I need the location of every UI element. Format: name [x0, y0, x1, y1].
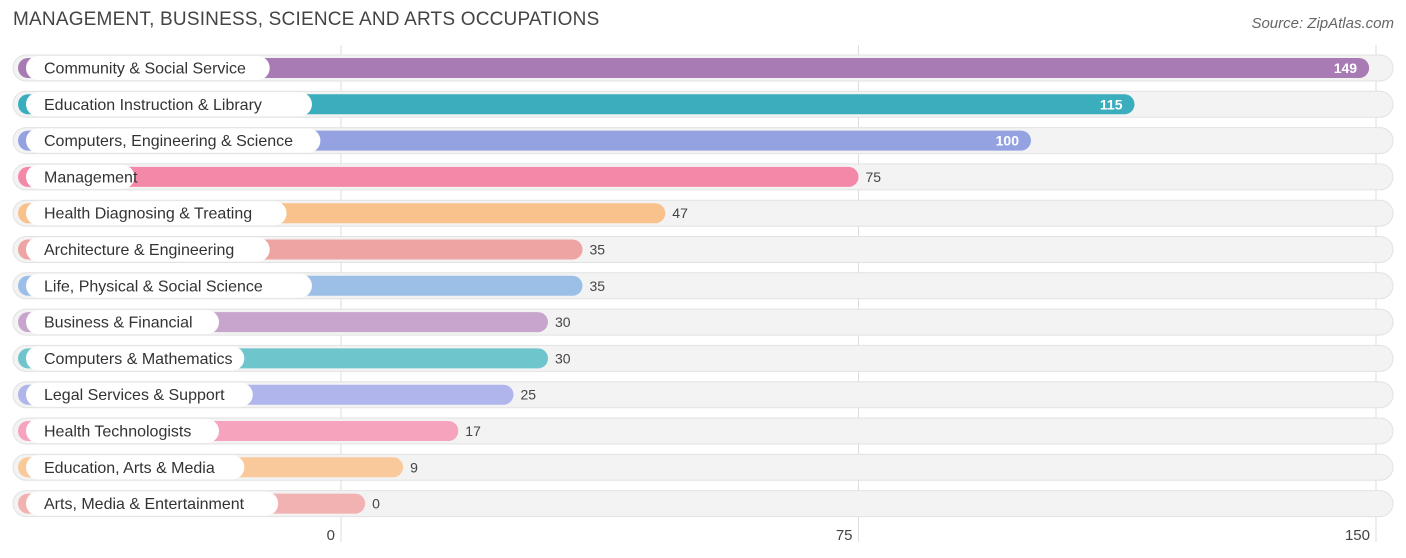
category-label: Education Instruction & Library	[44, 97, 262, 114]
x-tick-label: 150	[1345, 527, 1370, 544]
bar-label-pill	[26, 201, 287, 226]
bar-row: Computers, Engineering & Science 100	[12, 127, 1394, 155]
value-label: 35	[590, 278, 606, 294]
bar-row: Legal Services & Support 25	[12, 381, 1394, 409]
category-label: Computers & Mathematics	[44, 351, 233, 368]
category-label: Legal Services & Support	[44, 387, 225, 404]
value-label: 9	[410, 459, 418, 475]
value-label: 35	[590, 242, 606, 258]
category-label: Arts, Media & Entertainment	[44, 496, 245, 513]
bar-row: Computers & Mathematics 30	[12, 344, 1394, 372]
bar-row: Education Instruction & Library 115	[12, 90, 1394, 118]
bar-label-pill	[26, 419, 219, 443]
category-label: Health Technologists	[44, 424, 191, 441]
category-label: Education, Arts & Media	[44, 460, 215, 477]
category-label: Community & Social Service	[44, 61, 246, 78]
bar-label-pill	[26, 455, 245, 480]
bar-row: Health Technologists 17	[12, 417, 1394, 445]
value-label: 115	[1100, 96, 1123, 112]
x-tick-label: 75	[836, 527, 853, 544]
bar-label-pill	[26, 56, 270, 80]
bar-label-pill	[26, 273, 312, 298]
value-label: 0	[372, 496, 380, 512]
value-label: 17	[465, 423, 481, 439]
category-label: Computers, Engineering & Science	[44, 133, 293, 150]
category-label: Management	[44, 169, 138, 186]
bar-label-pill	[26, 92, 312, 117]
bar-label-pill	[26, 346, 245, 371]
category-label: Business & Financial	[44, 315, 193, 332]
category-label: Architecture & Engineering	[44, 242, 234, 259]
value-label: 75	[866, 169, 882, 185]
chart-title: MANAGEMENT, BUSINESS, SCIENCE AND ARTS O…	[13, 9, 600, 30]
category-label: Health Diagnosing & Treating	[44, 206, 252, 223]
bar-label-pill	[26, 491, 279, 516]
value-label: 25	[521, 387, 537, 403]
value-label: 100	[996, 133, 1020, 149]
bar-label-pill	[26, 382, 253, 407]
category-label: Life, Physical & Social Science	[44, 278, 263, 295]
value-label: 47	[672, 205, 688, 221]
bar-row: Architecture & Engineering 35	[12, 236, 1394, 263]
bar	[18, 58, 1370, 78]
bar	[18, 166, 859, 187]
bar-row: Arts, Media & Entertainment 0	[12, 490, 1394, 518]
bar-row: Business & Financial 30	[12, 308, 1394, 336]
x-tick-label: 0	[327, 527, 335, 544]
bar-label-pill	[26, 164, 135, 189]
value-label: 30	[555, 350, 571, 366]
bar-row: Life, Physical & Social Science 35	[12, 272, 1394, 300]
bar-label-pill	[26, 237, 270, 262]
source-credit: Source: ZipAtlas.com	[1251, 15, 1394, 32]
bar-label-pill	[26, 128, 321, 153]
bar-row: Health Diagnosing & Treating 47	[12, 199, 1394, 227]
bar-row: Management 75	[12, 163, 1394, 191]
bar-label-pill	[26, 310, 219, 335]
value-label: 149	[1334, 60, 1358, 76]
value-label: 30	[555, 314, 571, 330]
bar-row: Community & Social Service 149	[12, 54, 1394, 82]
bar-row: Education, Arts & Media 9	[12, 453, 1394, 481]
